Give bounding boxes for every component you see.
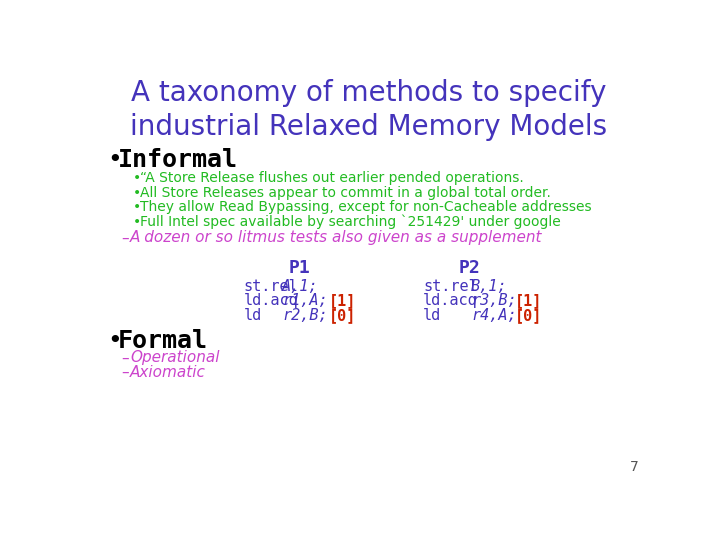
Text: r4,A;: r4,A; [472,308,517,323]
Text: P1: P1 [289,259,310,277]
Text: ld.acq: ld.acq [423,294,478,308]
Text: [0]: [0] [515,308,542,323]
Text: Full Intel spec available by searching `251429' under google: Full Intel spec available by searching `… [140,215,560,230]
Text: •: • [132,186,141,200]
Text: ld: ld [423,308,441,323]
Text: P2: P2 [459,259,481,277]
Text: –: – [121,350,129,366]
Text: A taxonomy of methods to specify: A taxonomy of methods to specify [131,79,607,107]
Text: [0]: [0] [329,308,356,323]
Text: They allow Read Bypassing, except for non-Cacheable addresses: They allow Read Bypassing, except for no… [140,200,591,214]
Text: •: • [107,148,122,172]
Text: B,1;: B,1; [472,279,508,294]
Text: 7: 7 [630,461,639,475]
Text: Axiomatic: Axiomatic [130,365,206,380]
Text: Formal: Formal [118,329,208,353]
Text: •: • [132,200,141,214]
Text: r1,A;: r1,A; [282,294,328,308]
Text: “A Store Release flushes out earlier pended operations.: “A Store Release flushes out earlier pen… [140,171,523,185]
Text: st.rel: st.rel [243,279,298,294]
Text: –: – [121,365,129,380]
Text: •: • [132,215,141,229]
Text: industrial Relaxed Memory Models: industrial Relaxed Memory Models [130,112,608,140]
Text: st.rel: st.rel [423,279,478,294]
Text: ld.acq: ld.acq [243,294,298,308]
Text: Informal: Informal [118,148,238,172]
Text: ld: ld [243,308,261,323]
Text: •: • [132,171,141,185]
Text: •: • [107,329,122,353]
Text: A dozen or so litmus tests also given as a supplement: A dozen or so litmus tests also given as… [130,231,543,245]
Text: –: – [121,231,129,245]
Text: Operational: Operational [130,350,220,366]
Text: [1]: [1] [329,294,356,308]
Text: All Store Releases appear to commit in a global total order.: All Store Releases appear to commit in a… [140,186,551,200]
Text: [1]: [1] [515,294,542,308]
Text: r2,B;: r2,B; [282,308,328,323]
Text: r3,B;: r3,B; [472,294,517,308]
Text: A,1;: A,1; [282,279,319,294]
